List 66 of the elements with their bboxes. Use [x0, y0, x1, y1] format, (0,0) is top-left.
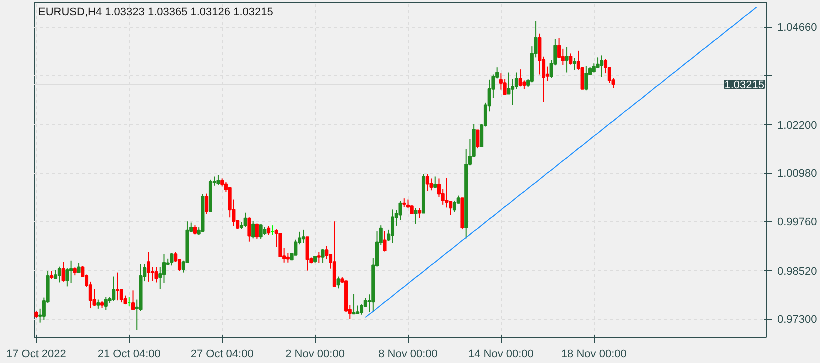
candlestick [538, 33, 542, 76]
candlestick [116, 272, 120, 302]
y-tick-label: 1.02200 [778, 120, 818, 132]
candlestick [600, 55, 604, 78]
candlestick [146, 252, 151, 282]
candlestick [154, 266, 158, 284]
candlestick [70, 260, 74, 284]
candlestick [58, 266, 62, 284]
candlestick [584, 66, 588, 92]
candlestick [286, 252, 290, 264]
candlestick [66, 268, 70, 288]
candlestick [278, 233, 282, 258]
candlestick [244, 212, 248, 228]
candlestick [252, 220, 256, 240]
candlestick [445, 178, 449, 208]
y-tick-label: 0.98520 [778, 266, 818, 278]
candlestick [414, 208, 418, 224]
chart-title: EURUSD,H4 1.03323 1.03365 1.03126 1.03215 [38, 6, 274, 18]
candlestick [390, 209, 395, 244]
candlestick [476, 130, 480, 150]
x-tick-label: 14 Nov 00:00 [468, 348, 534, 360]
candlestick [77, 262, 81, 274]
candlestick [259, 224, 263, 240]
candlestick [62, 262, 66, 282]
candlestick [573, 58, 577, 70]
y-tick-label: 1.04660 [778, 22, 818, 34]
candlestick [132, 290, 136, 311]
candlestick [352, 294, 356, 315]
y-tick-label: 0.97300 [778, 314, 818, 326]
x-tick-label: 21 Oct 04:00 [98, 348, 161, 360]
x-tick-label: 18 Nov 00:00 [561, 348, 627, 360]
candlestick [302, 229, 306, 244]
candlestick [92, 288, 96, 307]
candlestick [267, 226, 271, 236]
x-tick-label: 2 Nov 00:00 [286, 348, 345, 360]
candlestick [193, 225, 197, 236]
candlestick [170, 252, 174, 266]
candlestick [569, 53, 573, 66]
candlestick [112, 276, 116, 302]
candlestick [518, 69, 522, 88]
y-tick-label: 1.00980 [778, 168, 818, 180]
candlestick [306, 236, 310, 272]
candlestick [507, 72, 511, 95]
x-tick-label: 17 Oct 2022 [6, 348, 66, 360]
candlestick [255, 224, 259, 240]
candlestick [205, 193, 209, 215]
candlestick [96, 299, 100, 310]
candlestick [248, 217, 252, 242]
candlestick [418, 208, 422, 219]
candlestick [565, 46, 569, 74]
candlestick [434, 176, 438, 188]
x-tick-label: 27 Oct 04:00 [190, 348, 254, 360]
candlestick [383, 230, 387, 252]
candlestick [336, 276, 340, 290]
candlestick [503, 79, 507, 96]
y-tick-label: 0.99760 [778, 216, 818, 229]
candlestick [317, 252, 321, 264]
ref-line-label: 1.03215 [724, 79, 765, 92]
candlestick [325, 246, 329, 260]
candlestick [216, 174, 220, 186]
candlestick [452, 200, 456, 213]
candlestick [321, 248, 325, 264]
candlestick [426, 174, 430, 192]
candlestick [104, 296, 108, 311]
x-tick-label: 8 Nov 00:00 [378, 348, 438, 360]
candlestick [430, 178, 434, 192]
